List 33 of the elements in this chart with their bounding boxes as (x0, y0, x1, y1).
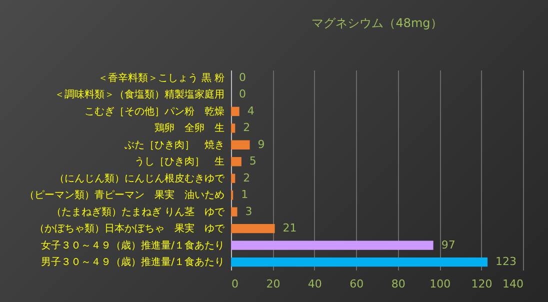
x-tick-label: 140 (502, 278, 524, 290)
data-label: 2 (243, 171, 250, 184)
data-label: 1 (241, 188, 248, 202)
y-tick-label: 男子３０～４９（歳）推進量/１食あたり (41, 256, 224, 268)
y-tick-label: ぶた［ひき肉］ 焼き (124, 138, 224, 151)
data-label: 4 (247, 104, 254, 118)
data-label: 21 (282, 222, 297, 235)
data-label: 97 (441, 238, 456, 252)
y-tick-label: ＜調味料類＞（食塩類）精製塩家庭用 (54, 88, 224, 101)
x-tick-label: 0 (232, 278, 238, 290)
x-tick-label: 40 (308, 278, 322, 290)
data-label: 2 (243, 121, 250, 134)
y-tick-label: 鶏卵 全卵 生 (154, 122, 224, 134)
data-label: 9 (258, 138, 265, 151)
y-tick-label: （にんじん類）にんじん根皮むきゆで (54, 172, 226, 184)
data-label: 0 (239, 70, 246, 84)
y-tick-label: （たまねぎ類）たまねぎ りん茎 ゆで (51, 206, 226, 218)
x-tick-label: 60 (350, 278, 364, 290)
x-tick-label: 100 (430, 278, 451, 290)
x-tick-label: 120 (471, 278, 492, 290)
x-tick-label: 20 (266, 278, 280, 290)
data-label: 123 (496, 255, 517, 268)
y-tick-label: こむぎ［その他］パン粉 乾燥 (84, 105, 224, 118)
y-tick-label: 女子３０～４９（歳）推進量/１食あたり (41, 239, 224, 252)
x-tick-label: 80 (391, 278, 406, 290)
data-label: 5 (249, 154, 256, 168)
chart-title: マグネシウム（48mg） (312, 16, 442, 30)
y-tick-label: うし［ひき肉］ 生 (134, 156, 224, 168)
data-label: 0 (239, 88, 246, 101)
data-label: 3 (245, 204, 252, 218)
y-tick-label: ＜香辛料類＞こしょう 黒 粉 (98, 72, 224, 84)
y-tick-label: （かぼちゃ類）日本かぼちゃ 果実 ゆで (34, 222, 226, 235)
y-tick-label: （ピーマン類）青ピーマン 果実 油いため (24, 189, 224, 202)
